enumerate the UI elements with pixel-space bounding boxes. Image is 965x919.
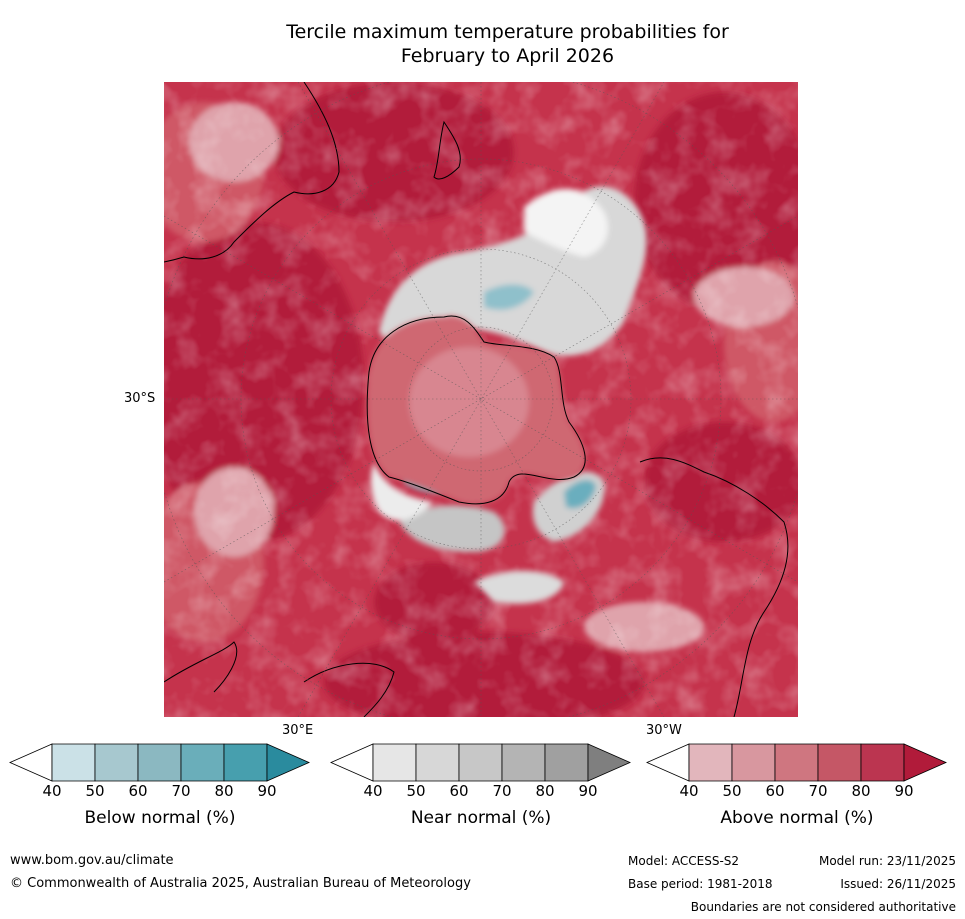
colorbar-tick-label: 60: [765, 782, 785, 800]
colorbar-tick-label: 90: [257, 782, 277, 800]
probability-map: [164, 82, 798, 717]
cyan-patch-south: [564, 480, 596, 509]
new-zealand-coastline: [433, 120, 461, 180]
title-line-1: Tercile maximum temperature probabilitie…: [286, 21, 729, 43]
near-normal-south-ocean: [474, 570, 564, 604]
colorbar-tick-label: 40: [363, 782, 383, 800]
colorbar-below-normal-swatch: [94, 743, 139, 782]
colorbar-below-normal-swatches: [9, 743, 310, 782]
colorbar-below-normal-max-arrow: [266, 743, 310, 782]
colorbar-tick-label: 50: [85, 782, 105, 800]
colorbar-tick-label: 70: [171, 782, 191, 800]
colorbar-above-normal-swatch: [817, 743, 862, 782]
colorbar-above-normal-swatch: [688, 743, 733, 782]
title-line-2: February to April 2026: [400, 45, 615, 67]
cyan-patch-north: [484, 284, 534, 310]
grey-patch-southwest: [399, 505, 505, 552]
colorbar-below-normal-title: Below normal (%): [84, 808, 236, 828]
colorbar-tick-label: 50: [722, 782, 742, 800]
colorbar-tick-label: 40: [42, 782, 62, 800]
copyright-text: © Commonwealth of Australia 2025, Austra…: [10, 876, 471, 891]
white-arc-southwest: [370, 462, 434, 521]
colorbar-tick-label: 60: [128, 782, 148, 800]
colorbar-near-normal-swatch: [501, 743, 546, 782]
colorbar-near-normal-swatch: [458, 743, 503, 782]
colorbar-above-normal-swatch: [860, 743, 905, 782]
colorbar-below-normal-min-arrow: [9, 743, 53, 782]
latitude-label-30s: 30°S: [124, 391, 156, 406]
white-arc-north: [524, 188, 608, 257]
colorbar-below-normal-swatch: [223, 743, 268, 782]
colorbar-near-normal-swatch: [415, 743, 460, 782]
colorbar-tick-label: 70: [492, 782, 512, 800]
colorbar-tick-label: 80: [535, 782, 555, 800]
longitude-label-30e: 30°E: [282, 723, 314, 738]
south-america-coastline: [639, 457, 789, 717]
map-title: Tercile maximum temperature probabilitie…: [200, 20, 815, 68]
model-run-text: Model run: 23/11/2025: [818, 854, 956, 868]
near-normal-ring: [370, 186, 647, 604]
longitude-label-30w: 30°W: [646, 723, 682, 738]
colorbar-below-normal-swatch: [137, 743, 182, 782]
colorbar-above-normal-min-arrow: [646, 743, 690, 782]
australia-coastline: [164, 82, 340, 263]
continent-outlines: [164, 82, 789, 717]
colorbar-near-normal-swatch: [372, 743, 417, 782]
antarctica-coastline: [366, 315, 586, 505]
colorbar-below-normal-swatch: [180, 743, 225, 782]
graticule: [164, 82, 798, 717]
africa-coastline: [164, 641, 395, 717]
colorbar-near-normal-max-arrow: [587, 743, 631, 782]
antarctica-interior: [409, 347, 529, 457]
base-period-text: Base period: 1981-2018: [628, 877, 773, 891]
colorbar-near-normal-min-arrow: [330, 743, 374, 782]
colorbar-above-normal-swatch: [774, 743, 819, 782]
colorbar-tick-label: 40: [679, 782, 699, 800]
website-link[interactable]: www.bom.gov.au/climate: [10, 853, 174, 868]
colorbar-tick-label: 50: [406, 782, 426, 800]
colorbar-near-normal-swatch: [544, 743, 589, 782]
issued-text: Issued: 26/11/2025: [840, 877, 956, 891]
colorbar-above-normal: Above normal (%) 40 50 60 70 80 90: [646, 743, 947, 854]
colorbar-tick-label: 80: [851, 782, 871, 800]
colorbar-tick-label: 80: [214, 782, 234, 800]
colorbar-near-normal-title: Near normal (%): [410, 808, 552, 828]
colorbar-above-normal-swatch: [731, 743, 776, 782]
colorbar-near-normal: Near normal (%) 40 50 60 70 80 90: [330, 743, 631, 854]
colorbar-tick-label: 90: [894, 782, 914, 800]
colorbar-tick-label: 70: [808, 782, 828, 800]
colorbar-above-normal-max-arrow: [903, 743, 947, 782]
disclaimer-text: Boundaries are not considered authoritat…: [690, 900, 956, 914]
colorbar-tick-label: 90: [578, 782, 598, 800]
colorbar-above-normal-swatches: [646, 743, 947, 782]
colorbar-tick-label: 60: [449, 782, 469, 800]
colorbar-below-normal-swatch: [51, 743, 96, 782]
colorbar-above-normal-title: Above normal (%): [720, 808, 874, 828]
map-canvas: [164, 82, 798, 717]
colorbar-below-normal: Below normal (%) 40 50 60 70 80 90: [9, 743, 310, 854]
latitude-circle-45s: [330, 248, 632, 550]
colorbar-near-normal-swatches: [330, 743, 631, 782]
model-text: Model: ACCESS-S2: [628, 854, 740, 868]
